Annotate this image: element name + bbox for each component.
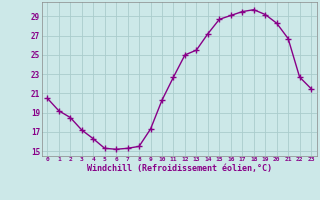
X-axis label: Windchill (Refroidissement éolien,°C): Windchill (Refroidissement éolien,°C) bbox=[87, 164, 272, 173]
